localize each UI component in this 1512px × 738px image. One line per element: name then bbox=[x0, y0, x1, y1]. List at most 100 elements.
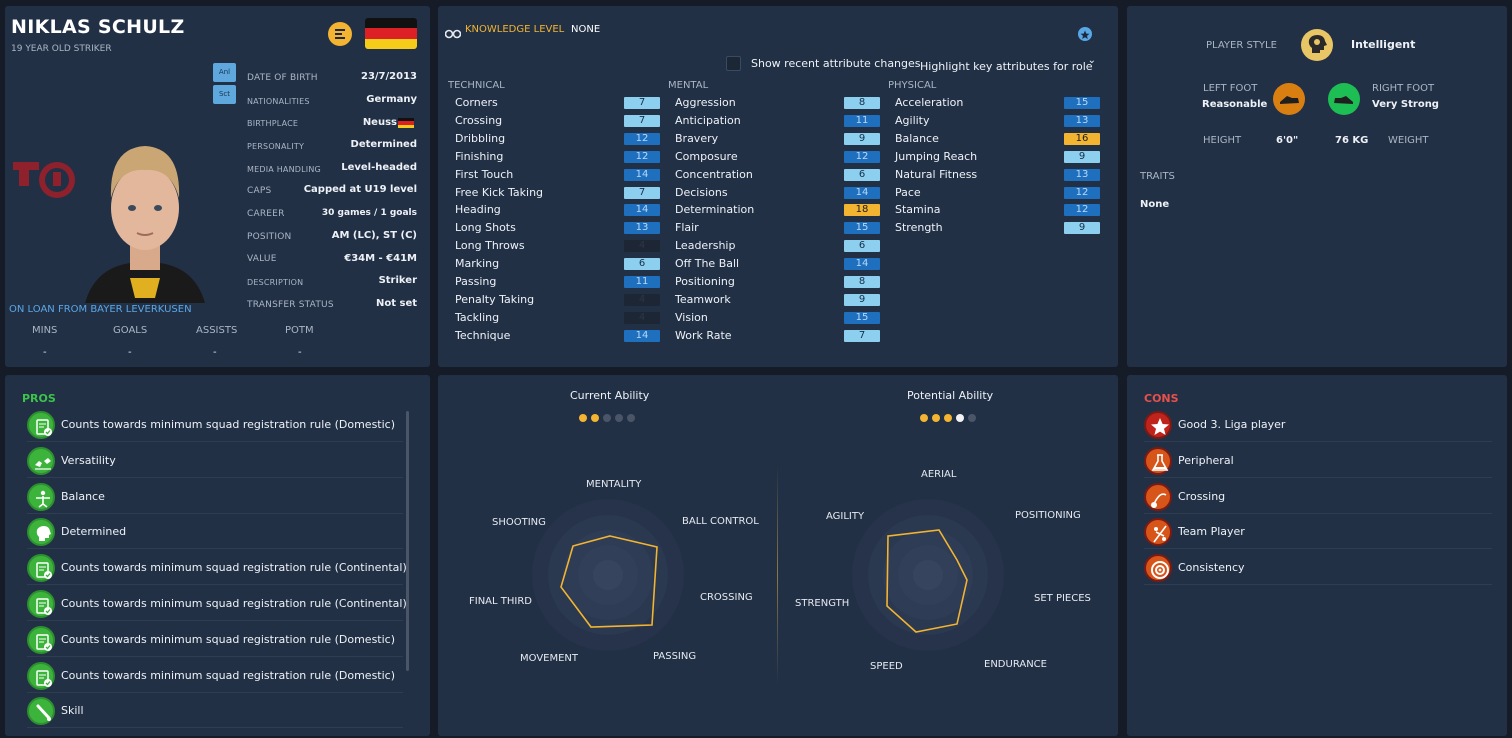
pros-list-item[interactable]: Counts towards minimum squad registratio… bbox=[27, 408, 403, 442]
player-style-value: Intelligent bbox=[1351, 38, 1416, 51]
attribute-name[interactable]: Bravery bbox=[675, 131, 719, 145]
attribute-value: 9 bbox=[844, 132, 880, 145]
attribute-name[interactable]: Teamwork bbox=[675, 292, 731, 306]
attribute-name[interactable]: Flair bbox=[675, 221, 699, 235]
cons-list-item[interactable]: Team Player bbox=[1144, 515, 1492, 550]
attribute-name[interactable]: Determination bbox=[675, 203, 755, 217]
attribute-value: 4 bbox=[624, 240, 660, 253]
attribute-name[interactable]: Penalty Taking bbox=[455, 292, 535, 306]
attribute-name[interactable]: Anticipation bbox=[675, 113, 741, 127]
cons-item-label: Consistency bbox=[1178, 561, 1245, 575]
radar-chart-right bbox=[852, 499, 1004, 651]
stat-value: - bbox=[298, 347, 302, 358]
attribute-value: 12 bbox=[624, 150, 660, 163]
pros-list-item[interactable]: Counts towards minimum squad registratio… bbox=[27, 587, 407, 621]
menu-icon[interactable] bbox=[328, 22, 352, 46]
head-icon bbox=[27, 518, 55, 547]
detail-label: DESCRIPTION bbox=[247, 278, 304, 287]
attribute-name[interactable]: First Touch bbox=[455, 167, 514, 181]
favorite-star-icon[interactable] bbox=[1078, 27, 1092, 41]
registration-icon bbox=[27, 411, 55, 439]
attribute-name[interactable]: Positioning bbox=[675, 275, 735, 288]
cons-list-item[interactable]: Good 3. Liga player bbox=[1144, 408, 1492, 442]
loan-status[interactable]: ON LOAN FROM BAYER LEVERKUSEN bbox=[9, 304, 192, 315]
attribute-value: 11 bbox=[844, 114, 880, 127]
right-foot-label: RIGHT FOOT bbox=[1372, 83, 1435, 94]
detail-value[interactable]: Neuss bbox=[362, 117, 397, 128]
attribute-value: 14 bbox=[624, 329, 660, 342]
player-subtitle: 19 YEAR OLD STRIKER bbox=[11, 44, 112, 54]
attribute-name[interactable]: Strength bbox=[895, 221, 943, 235]
pros-item-label: Counts towards minimum squad registratio… bbox=[61, 418, 396, 431]
role-icon-scout[interactable]: Sct bbox=[213, 85, 236, 104]
attribute-name[interactable]: Stamina bbox=[895, 203, 941, 217]
attribute-name[interactable]: Aggression bbox=[675, 96, 736, 109]
attribute-name[interactable]: Long Shots bbox=[455, 221, 516, 235]
attribute-name[interactable]: Marking bbox=[455, 257, 500, 271]
attribute-name[interactable]: Leadership bbox=[675, 239, 736, 253]
registration-icon bbox=[27, 590, 55, 618]
binoculars-icon bbox=[444, 24, 462, 39]
registration-icon bbox=[27, 625, 55, 654]
detail-label: CAREER bbox=[247, 209, 285, 219]
cons-list-item[interactable]: Consistency bbox=[1144, 551, 1492, 586]
attribute-name[interactable]: Natural Fitness bbox=[895, 167, 978, 181]
pros-panel: PROS Counts towards minimum squad regist… bbox=[5, 375, 430, 736]
attribute-name[interactable]: Jumping Reach bbox=[895, 149, 978, 163]
radar-left-axis-label: PASSING bbox=[653, 651, 697, 662]
detail-value: Determined bbox=[350, 139, 417, 150]
attribute-name[interactable]: Crossing bbox=[455, 113, 503, 127]
pros-list-item[interactable]: Counts towards minimum squad registratio… bbox=[27, 623, 403, 657]
pros-list-item[interactable]: Determined bbox=[27, 515, 403, 550]
registration-icon bbox=[27, 661, 55, 690]
detail-value: Not set bbox=[375, 298, 417, 309]
attribute-value: 4 bbox=[624, 293, 660, 306]
pros-scrollbar[interactable] bbox=[406, 411, 409, 671]
attribute-name[interactable]: Off The Ball bbox=[675, 257, 740, 271]
attribute-value: 9 bbox=[844, 293, 880, 306]
pros-item-label: Versatility bbox=[61, 453, 116, 467]
role-icon-analyst[interactable]: Anl bbox=[213, 63, 236, 82]
attribute-name[interactable]: Long Throws bbox=[455, 239, 525, 253]
attribute-name[interactable]: Concentration bbox=[675, 167, 753, 181]
team-icon bbox=[1144, 518, 1172, 547]
radar-right-axis-label: POSITIONING bbox=[1015, 510, 1081, 521]
pros-list-item[interactable]: Counts towards minimum squad registratio… bbox=[27, 659, 403, 693]
attribute-name[interactable]: Agility bbox=[895, 113, 930, 127]
ability-star-icon bbox=[944, 414, 952, 422]
cons-list-item[interactable]: Crossing bbox=[1144, 480, 1492, 514]
left-foot-label: LEFT FOOT bbox=[1203, 83, 1258, 94]
pros-list-item[interactable]: Counts towards minimum squad registratio… bbox=[27, 551, 407, 586]
cons-list-item[interactable]: Peripheral bbox=[1144, 444, 1492, 478]
attribute-value: 13 bbox=[1064, 168, 1100, 181]
detail-value[interactable]: Germany bbox=[366, 94, 417, 105]
flask-icon bbox=[1144, 446, 1172, 475]
attribute-name[interactable]: Decisions bbox=[675, 185, 728, 199]
attribute-name[interactable]: Passing bbox=[455, 275, 497, 288]
attribute-name[interactable]: Heading bbox=[455, 203, 501, 217]
radar-left-axis-label: MENTALITY bbox=[586, 479, 642, 490]
attribute-name[interactable]: Work Rate bbox=[675, 328, 732, 342]
recent-changes-checkbox[interactable] bbox=[726, 56, 741, 71]
attribute-name[interactable]: Finishing bbox=[455, 149, 504, 163]
attribute-name[interactable]: Tackling bbox=[455, 310, 500, 324]
attribute-name[interactable]: Balance bbox=[895, 131, 939, 145]
recent-changes-label[interactable]: Show recent attribute changes bbox=[751, 57, 921, 70]
physical-heading: PHYSICAL bbox=[888, 80, 937, 91]
cons-item-label: Peripheral bbox=[1178, 453, 1234, 467]
attribute-name[interactable]: Corners bbox=[455, 96, 498, 109]
attribute-name[interactable]: Composure bbox=[675, 149, 738, 163]
attribute-value: 14 bbox=[624, 168, 660, 181]
highlight-attributes-dropdown[interactable]: Highlight key attributes for role ⌄ bbox=[920, 55, 1098, 73]
attribute-name[interactable]: Technique bbox=[455, 328, 511, 342]
attribute-name[interactable]: Pace bbox=[895, 185, 921, 199]
attribute-name[interactable]: Acceleration bbox=[895, 96, 964, 109]
attribute-value: 12 bbox=[1064, 204, 1100, 217]
pros-list-item[interactable]: Versatility bbox=[27, 444, 403, 478]
attribute-name[interactable]: Dribbling bbox=[455, 131, 506, 145]
pros-list-item[interactable]: Balance bbox=[27, 480, 403, 514]
stat-value: - bbox=[128, 347, 132, 358]
attribute-name[interactable]: Vision bbox=[675, 310, 708, 324]
pros-list-item[interactable]: Skill bbox=[27, 694, 403, 729]
attribute-name[interactable]: Free Kick Taking bbox=[455, 185, 544, 199]
